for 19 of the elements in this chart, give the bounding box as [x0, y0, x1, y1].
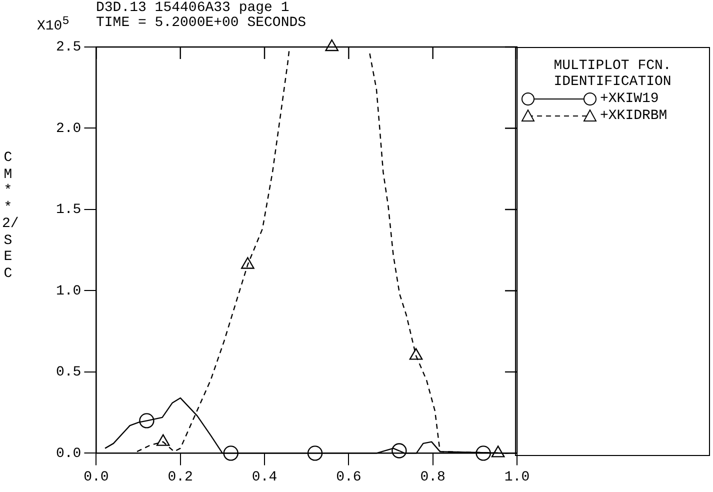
legend-label: +XKIW19 [600, 90, 659, 106]
x-tick-label: 1.0 [504, 469, 530, 486]
x-tick-label: 0.6 [336, 469, 362, 486]
x-tick-label: 0.4 [252, 469, 278, 486]
y-tick-label: 2.0 [56, 120, 82, 137]
text: X10$^{5}$ [37, 14, 70, 35]
legend-label: +XKIDRBM [600, 108, 668, 124]
x-tick-label: 0.0 [84, 469, 109, 486]
y-tick-label: 2.5 [56, 40, 82, 56]
x-tick-label: 0.8 [420, 469, 446, 486]
y-tick-label: 0.0 [56, 446, 82, 462]
y-tick-label: 1.5 [56, 202, 82, 218]
chart-title: D3D.13 154406A33 page 1 [96, 0, 290, 16]
y-axis-title: CM**2/SEC [2, 150, 19, 282]
y-tick-label: 0.5 [56, 364, 82, 381]
chart-subtitle: TIME = 5.2000E+00 SECONDS [96, 15, 306, 31]
legend-title: MULTIPLOT FCN. IDENTIFICATION [552, 58, 672, 90]
y-tick-label: 1.0 [56, 283, 82, 300]
x-tick-label: 0.2 [168, 469, 193, 486]
